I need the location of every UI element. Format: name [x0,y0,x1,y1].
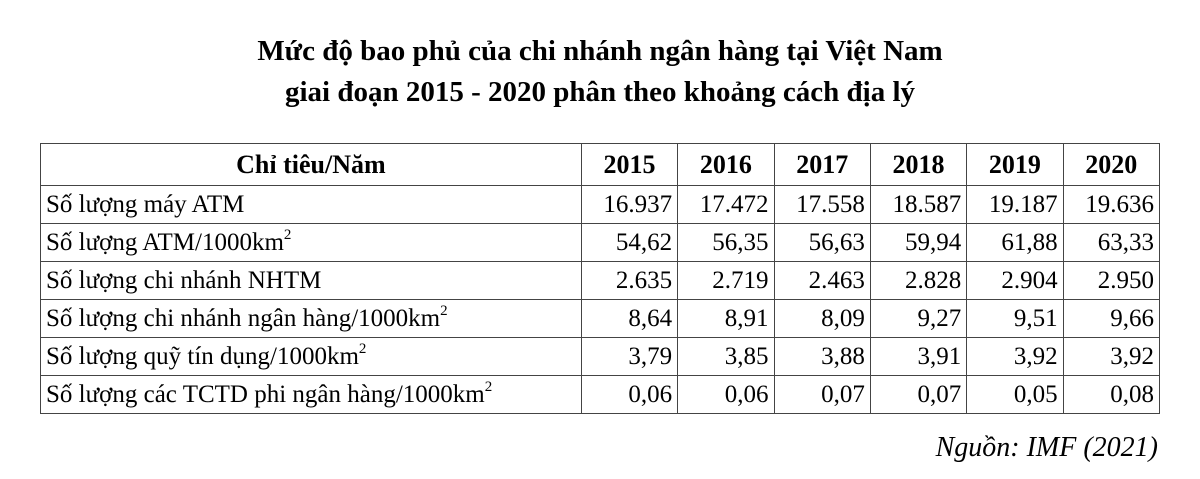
table-cell: 18.587 [869,185,968,224]
data-table: Chỉ tiêu/Năm 2015 2016 2017 2018 2019 20… [40,143,1161,414]
row-label-text: Số lượng các TCTD phi ngân hàng/1000km [46,381,485,408]
header-label: Chỉ tiêu/Năm [40,143,582,186]
header-year: 2018 [869,143,968,186]
table-cell: 8,64 [580,299,679,338]
row-label-text: Số lượng ATM/1000km [46,229,284,256]
table-cell: 2.635 [580,261,679,300]
header-year: 2016 [677,143,775,186]
table-row: Số lượng ATM/1000km2 54,62 56,35 56,63 59,94… [40,223,1161,262]
row-label-text: Số lượng quỹ tín dụng/1000km [46,343,359,370]
table-cell: 16.937 [580,185,679,224]
row-label: Số lượng máy ATM [40,185,582,224]
table-cell: 3,85 [677,337,775,376]
table-cell: 0,05 [966,375,1064,414]
table-cell: 0,06 [580,375,679,414]
table-cell: 0,07 [773,375,871,414]
table-cell: 3,88 [773,337,871,376]
table-cell: 0,07 [869,375,968,414]
table-cell: 61,88 [966,223,1064,262]
header-year: 2020 [1062,143,1161,186]
table-cell: 2.463 [773,261,871,300]
table-cell: 56,35 [677,223,775,262]
table-cell: 3,92 [1062,337,1161,376]
row-label: Số lượng chi nhánh NHTM [40,261,582,300]
table-cell: 17.558 [773,185,871,224]
table-cell: 19.636 [1062,185,1161,224]
row-label-text: Số lượng máy ATM [46,191,245,218]
table-cell: 2.828 [869,261,968,300]
table-cell: 63,33 [1062,223,1161,262]
table-row: Số lượng máy ATM 16.937 17.472 17.558 18.587… [40,185,1161,224]
row-label: Số lượng các TCTD phi ngân hàng/1000km2 [40,375,582,414]
table-cell: 2.719 [677,261,775,300]
row-label-text: Số lượng chi nhánh ngân hàng/1000km [46,305,441,332]
header-row: Chỉ tiêu/Năm 2015 2016 2017 2018 2019 20… [40,143,1161,186]
superscript: 2 [358,341,367,357]
header-year: 2015 [580,143,679,186]
table-cell: 3,91 [869,337,968,376]
table-row: Số lượng chi nhánh ngân hàng/1000km2 8,64… [40,299,1161,338]
row-label: Số lượng chi nhánh ngân hàng/1000km2 [40,299,582,338]
table-cell: 59,94 [869,223,968,262]
title-line-2: giai đoạn 2015 - 2020 phân theo khoảng c… [284,76,916,108]
table-row: Số lượng các TCTD phi ngân hàng/1000km2 0… [40,375,1161,414]
table-cell: 8,09 [773,299,871,338]
table-cell: 2.904 [966,261,1064,300]
table-cell: 0,08 [1062,375,1161,414]
table-cell: 56,63 [773,223,871,262]
table-cell: 9,66 [1062,299,1161,338]
header-year: 2017 [773,143,871,186]
table-cell: 17.472 [677,185,775,224]
row-label-text: Số lượng chi nhánh NHTM [46,267,322,294]
source-note: Nguồn: IMF (2021) [935,432,1158,463]
table-cell: 3,92 [966,337,1064,376]
superscript: 2 [283,227,292,243]
table-cell: 9,51 [966,299,1064,338]
superscript: 2 [484,379,493,395]
title-line-1: Mức độ bao phủ của chi nhánh ngân hàng t… [257,35,943,67]
header-year: 2019 [966,143,1064,186]
row-label: Số lượng ATM/1000km2 [40,223,582,262]
table-cell: 3,79 [580,337,679,376]
table-cell: 54,62 [580,223,679,262]
table-cell: 0,06 [677,375,775,414]
table-cell: 2.950 [1062,261,1161,300]
table-row: Số lượng quỹ tín dụng/1000km2 3,79 3,85 3,8… [40,337,1161,376]
table-cell: 19.187 [966,185,1064,224]
table-cell: 8,91 [677,299,775,338]
row-label: Số lượng quỹ tín dụng/1000km2 [40,337,582,376]
table-row: Số lượng chi nhánh NHTM 2.635 2.719 2.463 2.… [40,261,1161,300]
table-cell: 9,27 [869,299,968,338]
superscript: 2 [440,303,448,319]
